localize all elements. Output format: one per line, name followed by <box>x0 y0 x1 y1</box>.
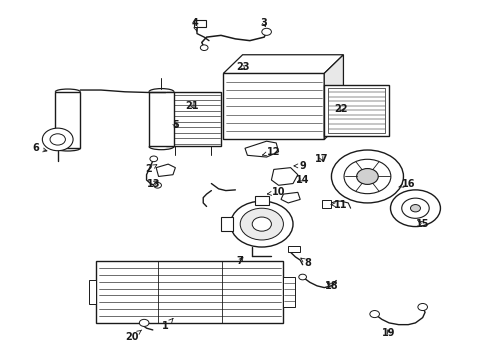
Bar <box>288 246 300 252</box>
Polygon shape <box>245 141 279 157</box>
Text: 21: 21 <box>185 101 199 111</box>
Polygon shape <box>223 55 343 73</box>
Circle shape <box>411 204 420 212</box>
Text: 8: 8 <box>301 258 311 268</box>
Circle shape <box>139 319 149 327</box>
Text: 1: 1 <box>162 318 173 332</box>
Text: 17: 17 <box>315 154 329 164</box>
Circle shape <box>391 190 441 226</box>
Bar <box>96 261 283 323</box>
Bar <box>255 196 269 205</box>
Circle shape <box>240 208 283 240</box>
Bar <box>149 92 174 147</box>
Text: 12: 12 <box>263 147 281 157</box>
Bar <box>221 217 233 231</box>
Text: 15: 15 <box>416 219 429 229</box>
Text: 23: 23 <box>236 62 249 72</box>
Text: 13: 13 <box>147 179 161 189</box>
Circle shape <box>402 198 429 218</box>
Circle shape <box>262 28 271 35</box>
Text: 10: 10 <box>268 187 285 197</box>
Text: 18: 18 <box>324 281 338 291</box>
Polygon shape <box>156 164 175 176</box>
Circle shape <box>231 201 293 247</box>
Text: 16: 16 <box>399 179 415 189</box>
Text: 20: 20 <box>125 330 142 342</box>
Text: 5: 5 <box>172 120 179 130</box>
Circle shape <box>42 128 73 151</box>
Circle shape <box>357 168 378 184</box>
Text: 2: 2 <box>146 165 157 174</box>
Polygon shape <box>343 93 358 121</box>
Text: 14: 14 <box>296 175 309 185</box>
Circle shape <box>331 150 403 203</box>
Circle shape <box>299 274 306 280</box>
Bar <box>223 73 324 139</box>
Text: 22: 22 <box>334 104 348 114</box>
Circle shape <box>200 45 208 50</box>
Text: 7: 7 <box>237 256 244 266</box>
Text: 6: 6 <box>33 143 47 153</box>
Circle shape <box>150 156 158 162</box>
Text: 9: 9 <box>294 161 306 171</box>
Text: 4: 4 <box>191 18 198 31</box>
Polygon shape <box>281 192 300 203</box>
Circle shape <box>344 159 391 194</box>
Text: 3: 3 <box>261 18 268 28</box>
Bar <box>283 276 295 307</box>
Circle shape <box>154 183 161 188</box>
Text: 11: 11 <box>331 200 348 210</box>
Bar <box>194 20 206 27</box>
Text: 19: 19 <box>382 328 396 338</box>
Circle shape <box>418 303 427 311</box>
Bar <box>324 85 389 136</box>
Bar <box>55 92 80 148</box>
Circle shape <box>370 311 379 318</box>
Circle shape <box>252 217 271 231</box>
Bar <box>166 92 221 147</box>
Polygon shape <box>271 168 298 185</box>
Bar <box>328 87 385 133</box>
Polygon shape <box>324 55 343 139</box>
Circle shape <box>50 134 65 145</box>
Bar <box>322 201 331 208</box>
Bar <box>89 280 96 304</box>
